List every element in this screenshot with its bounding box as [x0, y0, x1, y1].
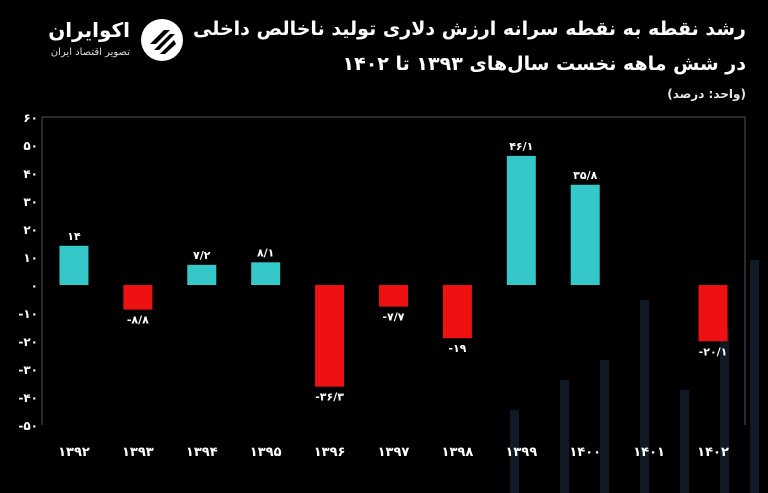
y-tick-label: ۴۰	[23, 167, 38, 181]
y-axis-ticks: ۶۰ ۵۰ ۴۰ ۳۰ ۲۰ ۱۰ ۰ -۱۰ -۲۰ -۳۰ -۴۰ -۵۰	[18, 111, 38, 433]
bar	[442, 285, 472, 339]
decor-bar	[640, 300, 649, 493]
logo-name: اکوایران	[48, 18, 130, 42]
chart-frame	[41, 116, 746, 425]
chart-title-line2: در شش ماهه نخست سال‌های ۱۳۹۳ تا ۱۴۰۲	[342, 53, 746, 75]
unit-label: (واحد: درصد)	[667, 87, 746, 101]
bar-value-label: -۷/۷	[382, 311, 404, 324]
bar-value-label: ۸/۱	[257, 246, 274, 259]
bar	[506, 155, 536, 285]
bar-value-label: -۲۰/۱	[699, 345, 728, 358]
bar-value-label: -۱۹	[448, 342, 466, 355]
x-tick-label: ۱۴۰۰	[569, 445, 601, 460]
y-tick-label: ۵۰	[23, 139, 38, 153]
x-tick-label: ۱۳۹۳	[122, 445, 154, 460]
x-tick-label: ۱۴۰۱	[633, 445, 665, 460]
y-tick-label: -۲۰	[18, 335, 38, 349]
decor-bar	[510, 410, 519, 493]
bar-value-label: ۷/۲	[193, 249, 211, 262]
y-tick-label: ۳۰	[23, 195, 38, 209]
bar-value-label: ۱۴	[67, 230, 81, 243]
x-axis-ticks: ۱۳۹۲ ۱۳۹۳ ۱۳۹۴ ۱۳۹۵ ۱۳۹۶ ۱۳۹۷ ۱۳۹۸ ۱۳۹۹ ۱۴۰۰ ۱۴۰۱…	[58, 445, 729, 460]
chart-title-line1: رشد نقطه به نقطه سرانه ارزش دلاری تولید …	[193, 18, 746, 40]
y-tick-label: -۴۰	[18, 391, 38, 405]
background-decoration	[510, 260, 759, 493]
y-tick-label: ۱۰	[23, 251, 38, 265]
bars-group	[59, 155, 728, 387]
data-labels-group: ۱۴ -۸/۸ ۷/۲ ۸/۱ -۳۶/۳ -۷/۷ -۱۹ ۴۶/۱ ۳۵/۸ -۲۰/۱	[67, 140, 727, 404]
y-tick-label: ۶۰	[23, 111, 38, 125]
logo-tagline: تصویر اقتصاد ایران	[50, 47, 130, 58]
bar-value-label: ۳۵/۸	[573, 169, 597, 182]
bar	[379, 285, 408, 307]
x-tick-label: ۱۳۹۲	[58, 445, 90, 460]
brand-logo: اکوایران تصویر اقتصاد ایران	[30, 14, 190, 66]
bar	[315, 285, 345, 387]
decor-bar	[680, 390, 689, 493]
decor-bar	[750, 260, 759, 493]
bar-value-label: -۳۶/۳	[315, 391, 344, 404]
x-tick-label: ۱۳۹۵	[250, 445, 282, 460]
decor-bar	[560, 380, 569, 493]
y-tick-label: ۰	[31, 279, 38, 293]
ecoiran-logo-icon	[141, 19, 183, 61]
x-tick-label: ۱۳۹۹	[505, 445, 537, 460]
bar-value-label: -۸/۸	[127, 314, 149, 327]
bar	[570, 184, 600, 285]
bar	[251, 262, 281, 285]
x-tick-label: ۱۳۹۷	[378, 445, 410, 460]
x-tick-label: ۱۴۰۲	[697, 445, 729, 460]
bar-value-label: ۴۶/۱	[509, 140, 533, 153]
decor-bar	[720, 330, 729, 493]
x-tick-label: ۱۳۹۸	[442, 445, 474, 460]
decor-bar	[600, 360, 609, 493]
x-tick-label: ۱۳۹۶	[314, 445, 346, 460]
bar	[698, 285, 728, 342]
y-tick-label: -۱۰	[18, 307, 38, 321]
y-tick-label: -۳۰	[18, 363, 38, 377]
bar	[59, 245, 89, 285]
x-tick-label: ۱۳۹۴	[186, 445, 218, 460]
y-tick-label: ۲۰	[23, 223, 38, 237]
y-tick-label: -۵۰	[18, 419, 38, 433]
bar	[123, 285, 153, 310]
bar	[187, 264, 217, 285]
